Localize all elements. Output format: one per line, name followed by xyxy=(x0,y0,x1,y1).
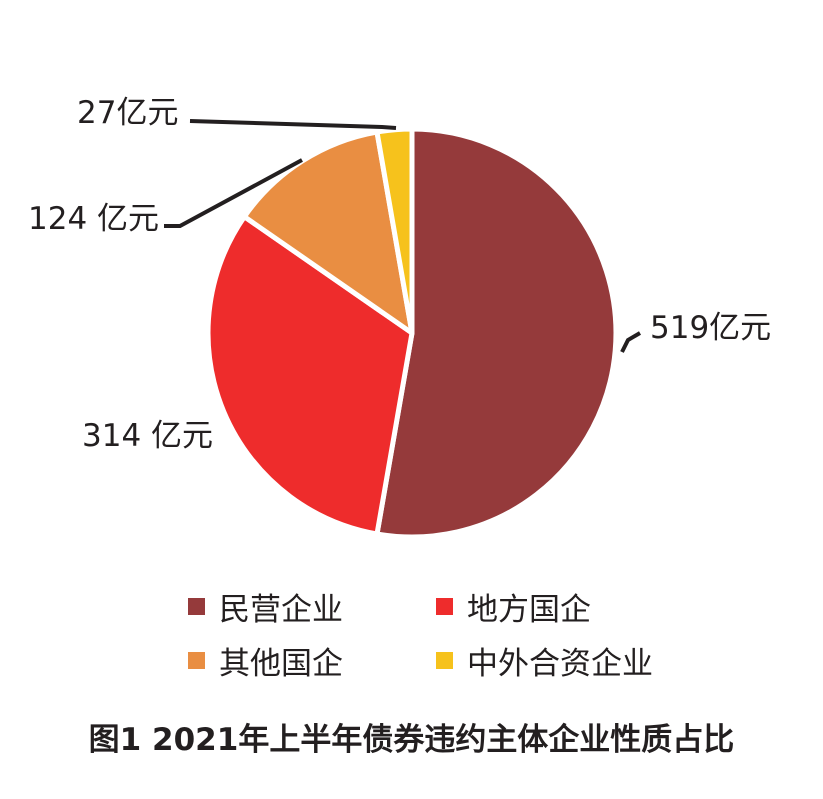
legend-item-local-soe: 地方国企 xyxy=(436,584,591,629)
legend-swatch-joint-venture xyxy=(436,652,453,669)
legend-swatch-other-soe xyxy=(188,652,205,669)
legend-label-other-soe: 其他国企 xyxy=(219,646,343,682)
legend-label-joint-venture: 中外合资企业 xyxy=(467,646,653,682)
legend-item-other-soe: 其他国企 xyxy=(188,638,343,683)
leader-line-other-soe xyxy=(164,158,303,228)
pie-slices xyxy=(205,126,619,540)
legend-item-private: 民营企业 xyxy=(188,584,343,629)
legend-label-local-soe: 地方国企 xyxy=(467,592,591,628)
legend-item-joint-venture: 中外合资企业 xyxy=(436,638,653,683)
data-label-other-soe: 124 亿元 xyxy=(28,201,159,237)
leader-line-joint-venture xyxy=(189,119,397,130)
leader-lines xyxy=(164,119,642,353)
pie-slice-private xyxy=(374,126,619,540)
legend: 民营企业 地方国企 其他国企 中外合资企业 xyxy=(0,570,823,683)
data-labels: 519亿元 314 亿元 124 亿元 27亿元 xyxy=(28,95,771,454)
data-label-joint-venture: 27亿元 xyxy=(77,95,178,131)
chart-title: 图1 2021年上半年债券违约主体企业性质占比 xyxy=(88,722,735,758)
leader-line-private xyxy=(620,331,642,353)
pie-slice-local-soe xyxy=(205,214,415,537)
data-label-private: 519亿元 xyxy=(650,310,771,346)
legend-swatch-private xyxy=(188,598,205,615)
pie-chart: 519亿元 314 亿元 124 亿元 27亿元 xyxy=(28,95,772,540)
legend-label-private: 民营企业 xyxy=(219,592,343,628)
legend-swatch-local-soe xyxy=(436,598,453,615)
data-label-local-soe: 314 亿元 xyxy=(82,418,213,454)
